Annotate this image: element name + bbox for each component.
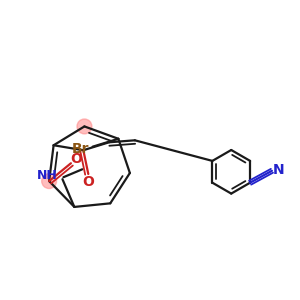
Circle shape xyxy=(42,174,57,188)
Text: Br: Br xyxy=(72,142,89,156)
Circle shape xyxy=(77,119,92,134)
Text: N: N xyxy=(273,163,285,177)
Text: NH: NH xyxy=(37,169,58,182)
Text: O: O xyxy=(82,175,94,189)
Text: O: O xyxy=(70,152,82,166)
